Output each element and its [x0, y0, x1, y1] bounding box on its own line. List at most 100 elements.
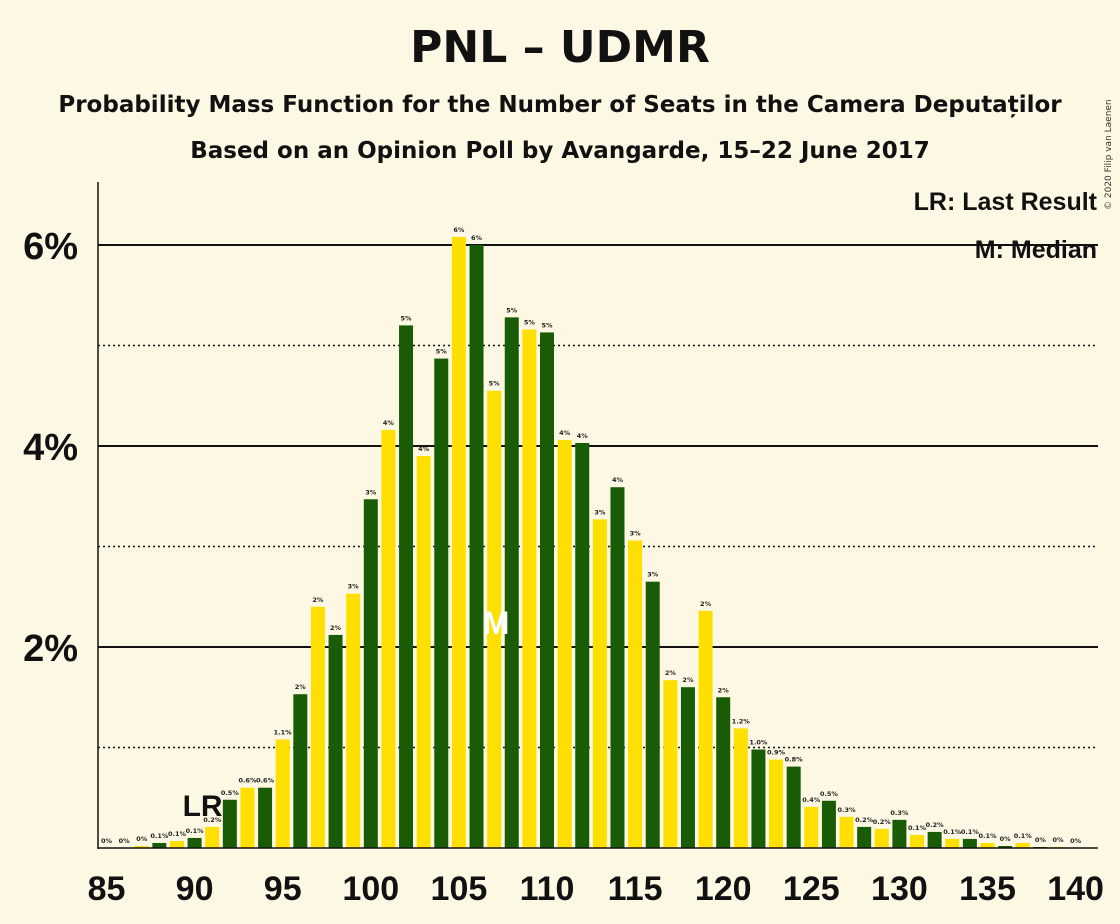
x-tick-label: 95 — [264, 870, 302, 908]
bar-seat-129 — [874, 828, 889, 848]
bar-value-label: 2% — [295, 683, 307, 691]
bar-seat-112 — [575, 442, 590, 848]
bar-seat-90 — [187, 837, 202, 848]
bar-seat-95 — [275, 739, 290, 848]
bar-value-label: 1.1% — [274, 728, 293, 736]
bar-value-label: 0.9% — [767, 749, 786, 757]
bar-value-label: 3% — [348, 583, 360, 591]
bar-value-label: 0.1% — [168, 830, 187, 838]
bar-seat-113 — [592, 519, 607, 848]
bar-seat-93 — [240, 787, 255, 848]
bar-value-label: 5% — [401, 314, 413, 322]
x-tick-label: 105 — [431, 870, 488, 908]
bar-value-label: 0% — [119, 837, 131, 845]
bar-value-label: 0% — [1070, 837, 1082, 845]
legend-median: M: Median — [975, 236, 1097, 264]
y-tick-label: 6% — [23, 226, 78, 268]
bar-seat-135 — [980, 842, 995, 848]
bar-seat-114 — [610, 487, 625, 848]
bar-seat-131 — [910, 834, 925, 848]
bar-seat-116 — [645, 581, 660, 848]
bar-seat-128 — [857, 826, 872, 848]
bar-value-label: 0% — [1035, 836, 1047, 844]
x-tick-label: 135 — [959, 870, 1016, 908]
bar-seat-99 — [346, 593, 361, 848]
y-tick-label: 4% — [23, 427, 78, 469]
bar-value-label: 1.0% — [749, 739, 768, 747]
bar-seat-88 — [152, 842, 167, 848]
x-tick-label: 110 — [520, 870, 575, 908]
bar-value-label: 0.3% — [838, 806, 857, 814]
median-marker: M — [483, 605, 510, 641]
bar-value-label: 1.2% — [732, 717, 751, 725]
bar-seat-134 — [962, 838, 977, 848]
bar-seat-119 — [698, 610, 713, 848]
bar-value-label: 5% — [541, 321, 553, 329]
bar-value-label: 4% — [577, 432, 589, 440]
x-tick-label: 90 — [176, 870, 214, 908]
bar-value-label: 3% — [594, 508, 606, 516]
x-tick-label: 100 — [342, 870, 399, 908]
bar-value-label: 0.5% — [221, 789, 240, 797]
bar-value-label: 3% — [647, 571, 659, 579]
bar-value-label: 0.8% — [785, 756, 804, 764]
bar-seat-92 — [222, 799, 237, 848]
bar-seat-115 — [628, 540, 643, 848]
bar-value-label: 0.2% — [203, 816, 222, 824]
bar-seat-100 — [363, 499, 378, 848]
bar-seat-108 — [504, 317, 519, 848]
bar-value-label: 5% — [524, 318, 536, 326]
y-tick-label: 2% — [23, 628, 78, 670]
bar-value-label: 0% — [1052, 836, 1064, 844]
bar-value-label: 6% — [471, 234, 483, 242]
bar-value-label: 0.1% — [150, 832, 169, 840]
chart-source-line: Based on an Opinion Poll by Avangarde, 1… — [190, 138, 930, 164]
bar-value-label: 0.6% — [238, 777, 257, 785]
bar-seat-122 — [751, 749, 766, 848]
bar-value-label: 0% — [136, 835, 148, 843]
bar-value-label: 3% — [365, 488, 377, 496]
bar-seat-123 — [769, 759, 784, 848]
bar-seat-117 — [663, 680, 678, 848]
bar-value-label: 4% — [418, 445, 430, 453]
bar-value-label: 2% — [718, 686, 730, 694]
bar-value-label: 3% — [630, 529, 642, 537]
bar-seat-121 — [733, 728, 748, 848]
bar-seat-105 — [451, 236, 466, 848]
bar-seat-124 — [786, 766, 801, 848]
bar-value-label: 2% — [682, 676, 694, 684]
bar-value-label: 0.6% — [256, 777, 275, 785]
bar-value-label: 4% — [383, 419, 395, 427]
last-result-marker: LR — [183, 790, 223, 823]
bar-seat-127 — [839, 816, 854, 848]
bar-value-label: 0.3% — [890, 809, 909, 817]
bar-value-label: 0% — [1000, 835, 1012, 843]
bar-value-label: 2% — [700, 600, 712, 608]
bar-seat-89 — [169, 840, 184, 848]
bar-value-label: 0.2% — [926, 821, 945, 829]
x-tick-label: 130 — [871, 870, 928, 908]
bar-seat-137 — [1015, 842, 1030, 848]
bar-value-label: 2% — [665, 669, 677, 677]
bar-seat-126 — [821, 800, 836, 848]
bar-value-label: 2% — [312, 596, 324, 604]
bar-seat-97 — [310, 606, 325, 848]
bar-seat-120 — [716, 697, 731, 848]
bar-seat-110 — [540, 332, 554, 848]
bar-seat-118 — [680, 687, 695, 848]
legend-last-result: LR: Last Result — [914, 188, 1098, 216]
x-tick-label: 120 — [695, 870, 752, 908]
bar-seat-111 — [557, 439, 572, 848]
bar-value-label: 6% — [453, 226, 465, 234]
bar-value-label: 0.4% — [802, 796, 821, 804]
bar-seat-107 — [487, 390, 502, 848]
bar-value-label: 4% — [612, 476, 624, 484]
chart-title: PNL – UDMR — [410, 22, 710, 73]
bar-seat-130 — [892, 819, 907, 848]
bar-seat-104 — [434, 358, 449, 848]
bar-seat-96 — [293, 694, 308, 848]
bar-value-label: 0.2% — [855, 816, 874, 824]
bar-value-label: 4% — [559, 429, 571, 437]
bar-value-label: 0.1% — [186, 827, 205, 835]
